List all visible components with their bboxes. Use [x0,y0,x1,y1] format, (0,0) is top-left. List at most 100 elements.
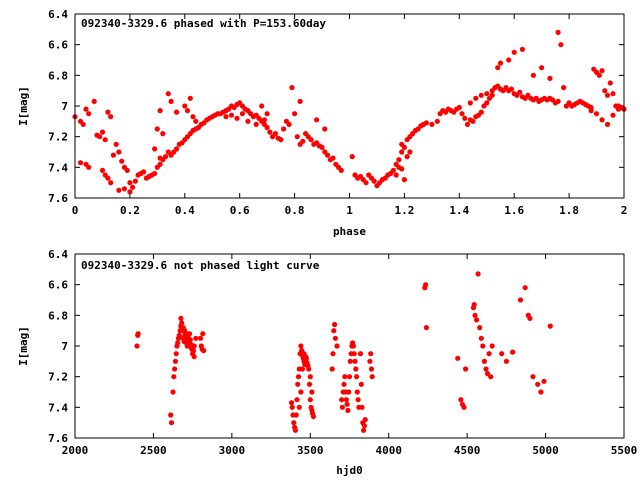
data-point [509,349,516,355]
x-tick-label: 0.4 [175,204,195,217]
data-point [599,68,605,74]
data-point [407,149,413,155]
data-point [116,149,122,155]
data-point [354,389,360,395]
data-point [399,141,405,147]
x-tick-label: 0.2 [120,204,140,217]
data-point [99,129,106,135]
data-point [193,118,199,124]
data-point [330,351,336,357]
data-point [350,343,356,349]
data-point [461,404,467,410]
plot-frame [74,13,625,199]
data-point [86,164,92,170]
data-point [307,374,313,380]
data-point [168,98,174,104]
data-point [399,149,405,155]
data-point [371,178,377,184]
data-point [314,117,320,123]
data-point [369,374,375,380]
data-point [561,85,567,91]
y-tick-label: 7.2 [48,131,68,144]
data-point [519,46,526,52]
data-point [459,111,465,117]
data-point [434,118,440,124]
data-point [511,49,517,55]
y-tick-label: 6.8 [48,69,68,82]
data-point [610,112,616,118]
data-point [334,343,340,349]
data-point [278,137,284,143]
data-point [184,108,191,114]
data-point [295,381,301,387]
data-point [478,92,484,98]
data-point [331,328,337,334]
data-point [297,98,303,104]
data-point [308,137,314,143]
data-point [362,417,368,423]
data-point [467,100,473,106]
data-point [288,400,295,406]
y-tick-label: 7.6 [48,432,68,445]
data-point [113,141,119,147]
data-point [478,109,484,115]
data-point [201,348,207,354]
data-point [168,412,174,418]
data-point [329,366,335,372]
y-tick-label: 6.4 [48,8,68,21]
data-point [228,112,235,118]
data-point [105,109,111,115]
data-point [346,374,353,380]
x-tick-label: 1.4 [449,204,469,217]
data-point [404,154,410,160]
x-tick-label: 5000 [532,444,559,457]
data-point [97,134,103,140]
data-point [99,167,106,173]
data-point [478,335,484,341]
x-tick-label: 5500 [611,444,638,457]
data-point [345,407,351,413]
data-point [281,126,287,132]
data-point [361,423,367,429]
data-point [121,186,127,192]
data-point [484,100,490,106]
data-point [174,109,180,115]
data-point [245,118,251,124]
phased-light-curve-panel: 0 0.2 0.4 0.6 0.8 1 1.2 1.4 1.6 1.8 2 6.4 6.6 6.8 7 7.2… [17,8,627,238]
data-point [190,114,196,120]
data-point [517,89,523,95]
data-point [361,427,367,433]
y-tick-label: 7.6 [48,192,68,205]
data-point [303,354,309,360]
data-point [390,167,396,173]
data-point [342,374,348,380]
data-point [347,358,353,364]
data-point [599,117,605,123]
data-point [306,366,312,372]
y-tick-label: 7 [61,100,68,113]
data-point [517,297,524,303]
data-point [188,344,194,351]
data-point [489,92,495,98]
data-point [186,338,193,344]
data-point [393,172,399,178]
data-point [473,95,479,101]
data-point [300,138,306,144]
data-point [179,320,185,326]
data-point [344,401,350,407]
data-point [481,358,487,364]
x-tick-label: 0.8 [285,204,305,217]
x-tick-label: 2000 [62,444,89,457]
data-point [185,334,191,340]
data-point [475,271,481,277]
data-point [456,104,462,111]
data-point [497,60,504,66]
data-point [307,397,313,403]
x-tick-label: 0 [72,204,79,217]
y-tick-label: 7.4 [48,161,68,174]
data-point [539,65,545,71]
data-point [472,312,478,318]
data-point [499,351,505,357]
data-point [401,177,407,183]
